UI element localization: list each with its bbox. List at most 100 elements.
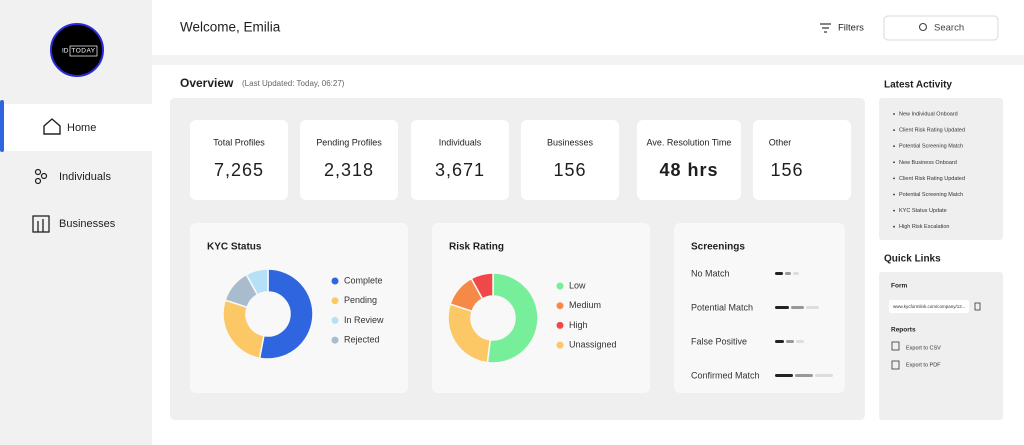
- stat-value: 156: [553, 160, 586, 180]
- section-title: Overview: [180, 76, 234, 90]
- quick-links-label: Reports: [891, 327, 916, 334]
- activity-panel: [879, 98, 1003, 240]
- donut-slice: [486, 272, 539, 364]
- stat-card: [190, 120, 288, 200]
- donut-slice: [258, 268, 314, 360]
- csv-icon: [891, 341, 900, 351]
- screening-label: Confirmed Match: [691, 370, 760, 380]
- legend-swatch: [331, 336, 339, 344]
- stat-card: [637, 120, 741, 200]
- bullet: [893, 113, 895, 115]
- screening-label: Potential Match: [691, 302, 753, 312]
- bullet: [893, 145, 895, 148]
- activity-item: KYC Status Update: [899, 208, 947, 214]
- filters-button[interactable]: Filters: [838, 23, 864, 34]
- screening-bars: [775, 272, 833, 377]
- legend-swatch: [556, 341, 564, 349]
- legend-label: In Review: [344, 315, 384, 325]
- logo-text: TODAY: [71, 48, 95, 55]
- nav-item[interactable]: Businesses: [59, 218, 116, 230]
- legend-label: High: [569, 320, 588, 330]
- panel-title: Risk Rating: [449, 242, 504, 253]
- nav-item[interactable]: Individuals: [59, 171, 111, 183]
- greeting: Welcome, Emilia: [180, 20, 281, 35]
- stat-label: Total Profiles: [213, 137, 265, 147]
- quick-links-panel: [879, 272, 1003, 420]
- stat-label: Businesses: [547, 137, 594, 147]
- stat-card: [300, 120, 398, 200]
- last-updated: (Last Updated: Today, 06:27): [242, 79, 345, 88]
- stat-label: Pending Profiles: [316, 137, 382, 147]
- legend-swatch: [556, 321, 564, 329]
- activity-item: High Risk Escalation: [899, 224, 949, 230]
- stat-value: 2,318: [324, 160, 374, 180]
- stat-card: [411, 120, 509, 200]
- businesses-icon: [32, 215, 50, 233]
- donut-slice: [447, 303, 492, 364]
- stat-card: [753, 120, 851, 200]
- home-icon: [43, 118, 61, 135]
- search-placeholder: Search: [934, 23, 964, 34]
- filters-icon: [820, 23, 831, 33]
- quick-links-label: Form: [891, 283, 907, 290]
- legend-swatch: [556, 282, 564, 290]
- stat-card: [521, 120, 619, 200]
- donut-slice: [470, 272, 494, 300]
- logo: [50, 23, 104, 77]
- panel-title: Screenings: [691, 242, 745, 253]
- stat-value: 7,265: [214, 160, 264, 180]
- search-icon: [918, 22, 928, 32]
- stat-value: 3,671: [435, 160, 485, 180]
- search-box[interactable]: [883, 15, 999, 41]
- stat-value: 156: [770, 160, 803, 180]
- activity-item: Client Risk Rating Updated: [899, 176, 965, 182]
- nav-active: [0, 104, 152, 151]
- section-title: Latest Activity: [884, 80, 952, 91]
- activity-item: New Individual Onboard: [899, 111, 958, 117]
- bullet: [893, 129, 895, 132]
- logo-box: [69, 45, 98, 57]
- report-link[interactable]: Export to PDF: [906, 362, 941, 368]
- activity-item: Potential Screening Match: [899, 144, 963, 150]
- bullet: [893, 209, 895, 212]
- legend-swatch: [331, 277, 339, 285]
- url-box: [889, 300, 969, 313]
- stat-label: Ave. Resolution Time: [647, 137, 732, 147]
- header-divider: [152, 55, 1024, 65]
- legend-label: Medium: [569, 300, 601, 310]
- activity-item: Potential Screening Match: [899, 192, 963, 198]
- stat-label: Other: [769, 137, 792, 147]
- legend-label: Unassigned: [569, 339, 617, 349]
- screening-label: No Match: [691, 268, 730, 278]
- legend-label: Pending: [344, 295, 377, 305]
- form-url[interactable]: www.kycformlink.com/company/12...: [893, 304, 966, 309]
- screening-label: False Positive: [691, 336, 747, 346]
- header: [152, 0, 1024, 55]
- legend-label: Low: [569, 280, 586, 290]
- activity-item: New Business Onboard: [899, 160, 957, 166]
- legend-swatch: [331, 297, 339, 305]
- bullet: [893, 193, 895, 196]
- report-link[interactable]: Export to CSV: [906, 345, 941, 351]
- nav-indicator: [0, 100, 4, 152]
- individuals-icon: [34, 168, 48, 185]
- stat-label: Individuals: [439, 137, 482, 147]
- legend-label: Rejected: [344, 334, 380, 344]
- nav-item[interactable]: Home: [67, 122, 96, 134]
- bullet: [893, 177, 895, 180]
- bullet: [893, 225, 895, 228]
- pdf-icon: [891, 360, 900, 370]
- legend-swatch: [556, 302, 564, 310]
- bullet: [893, 161, 895, 164]
- activity-item: Client Risk Rating Updated: [899, 128, 965, 134]
- legend-label: Complete: [344, 275, 383, 285]
- donut-slice: [245, 268, 269, 296]
- stat-value: 48 hrs: [659, 160, 718, 180]
- logo-text: ID: [62, 48, 69, 55]
- section-title: Quick Links: [884, 254, 941, 265]
- copy-icon[interactable]: [974, 302, 981, 311]
- screenings-panel: [674, 223, 845, 393]
- legend-swatch: [331, 316, 339, 324]
